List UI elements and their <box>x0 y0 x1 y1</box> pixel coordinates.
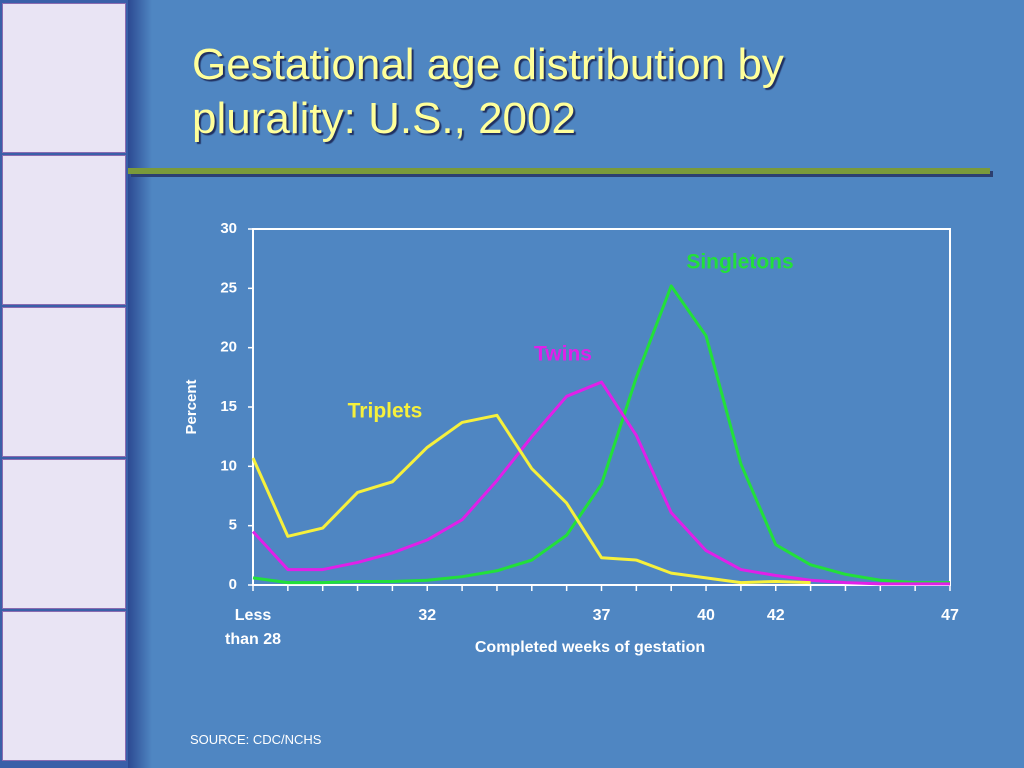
x-tick-label: 37 <box>592 607 611 624</box>
x-axis-label: Completed weeks of gestation <box>475 639 705 656</box>
y-tick-label: 5 <box>229 517 237 534</box>
x-tick-label: 32 <box>418 607 437 624</box>
y-tick-label: 25 <box>220 279 237 296</box>
x-tick-label: Less than 28 <box>224 607 281 648</box>
series-line <box>251 413 811 585</box>
x-tick-label: 40 <box>697 607 715 624</box>
series-label: Singletons <box>686 251 793 274</box>
y-tick-label: 30 <box>220 220 237 237</box>
title-rule <box>128 168 990 174</box>
decor-image <box>2 155 126 305</box>
y-tick-label: 0 <box>229 576 237 593</box>
x-tick-label: 42 <box>766 607 785 624</box>
decor-strip <box>0 0 128 768</box>
x-tick-label: 47 <box>941 607 959 624</box>
slide-title: Gestational age distribution by pluralit… <box>192 40 784 143</box>
decor-image <box>2 611 126 761</box>
decor-image <box>2 459 126 609</box>
series-line <box>252 284 950 585</box>
series-line <box>251 380 950 586</box>
decor-image <box>2 3 126 153</box>
source-note: SOURCE: CDC/NCHS <box>190 732 322 747</box>
y-tick-label: 15 <box>220 398 237 415</box>
series-label: Triplets <box>348 400 423 423</box>
y-axis-label: Percent <box>183 379 200 434</box>
decor-band <box>128 0 152 768</box>
decor-image <box>2 307 126 457</box>
series-label: Twins <box>534 343 592 366</box>
y-tick-label: 20 <box>220 339 237 356</box>
y-tick-label: 10 <box>220 457 237 474</box>
